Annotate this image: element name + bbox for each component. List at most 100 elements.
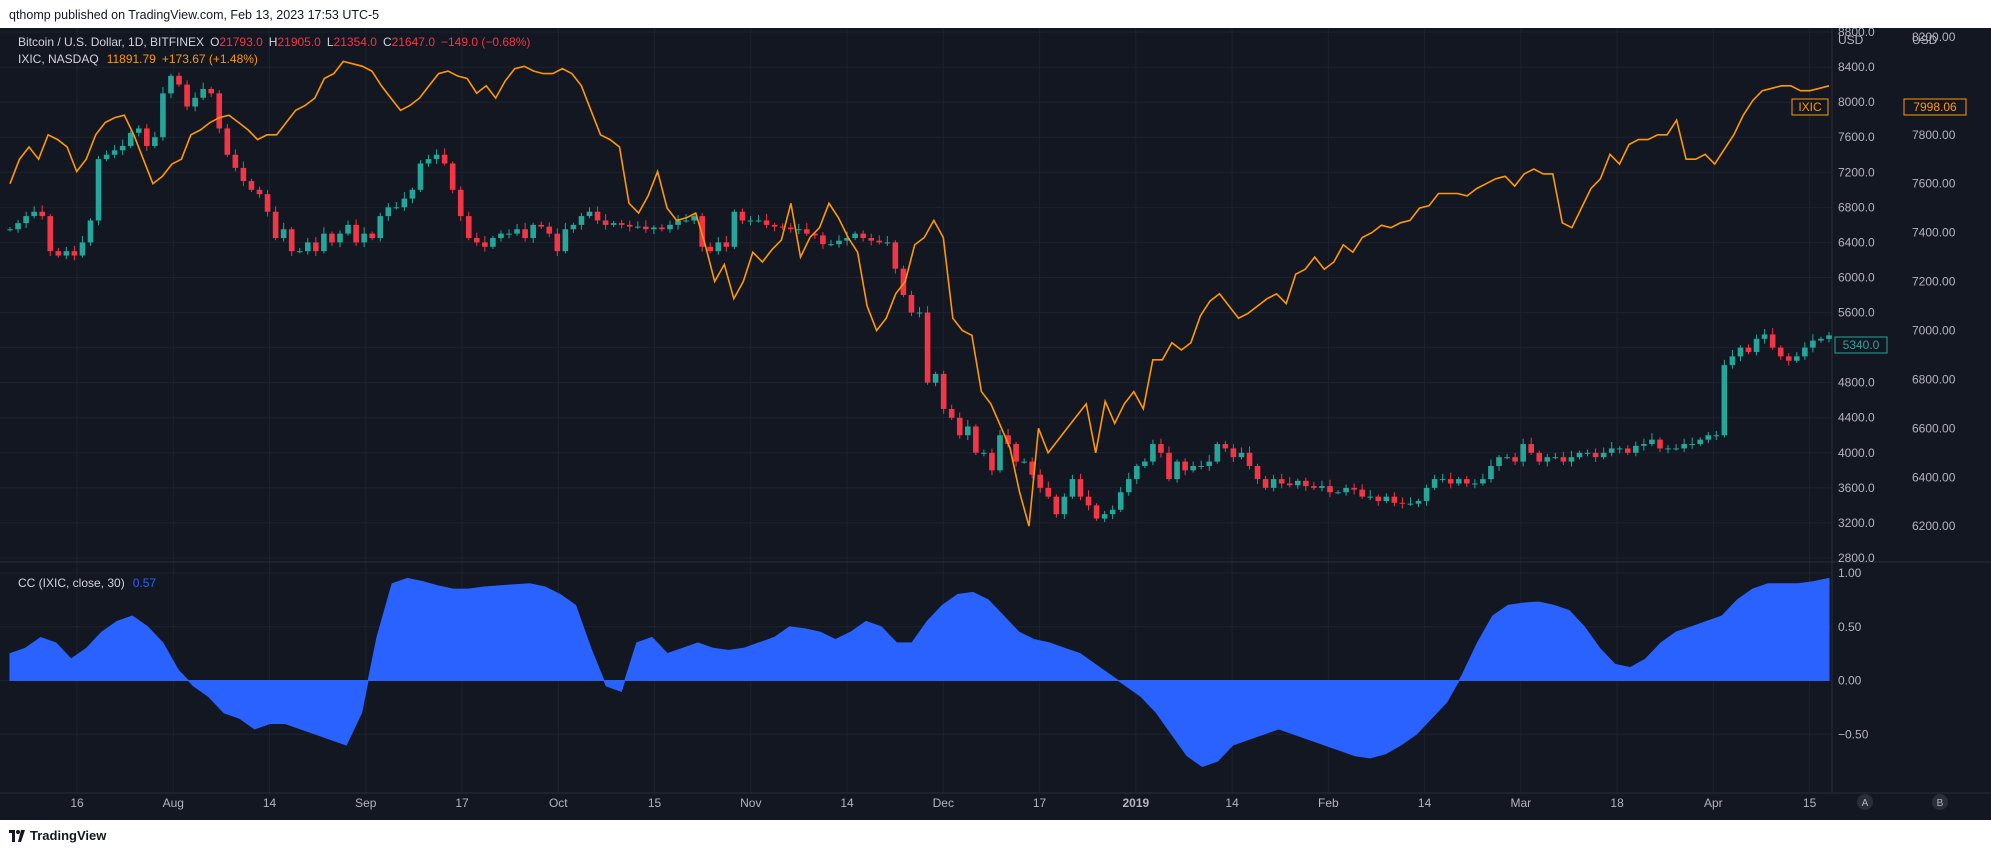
cc-tick-label: 0.00: [1838, 674, 1862, 688]
candle-body: [449, 163, 456, 190]
candle-body: [457, 189, 464, 217]
ixic-name-badge: IXIC: [1791, 98, 1829, 116]
candle-body: [377, 216, 384, 239]
cc-axis[interactable]: 1.00 0.50 0.00 −0.50: [1838, 566, 1869, 741]
candle-body: [643, 226, 649, 230]
candle-body: [820, 235, 826, 245]
candle-body: [1246, 452, 1253, 466]
candle-body: [1785, 356, 1792, 361]
cc-name: CC (IXIC, close, 30): [18, 576, 125, 590]
candle-body: [1826, 335, 1832, 339]
candle-body: [95, 159, 102, 221]
candle-body: [160, 93, 166, 138]
candle-body: [1818, 338, 1824, 341]
candle-body: [554, 233, 561, 252]
left-tick-label: 3200.0: [1838, 516, 1875, 530]
left-tick-label: 6400.0: [1838, 235, 1875, 249]
candle-body: [1303, 480, 1309, 487]
chart-area[interactable]: 8800.0 8400.0 8000.0 7600.0 7200.0 6800.0 6400…: [0, 28, 1991, 820]
time-tick-label: 14: [1418, 796, 1432, 810]
cc-legend[interactable]: CC (IXIC, close, 30) 0.57: [18, 576, 156, 590]
time-tick-label: Dec: [933, 796, 954, 810]
candle-body: [522, 229, 528, 239]
candle-body: [755, 220, 762, 222]
candle-body: [997, 435, 1003, 471]
candle-body: [1085, 496, 1092, 506]
candle-body: [538, 224, 545, 227]
left-currency-label: USD: [1838, 33, 1864, 47]
candle-body: [506, 233, 512, 235]
candle-body: [1351, 487, 1357, 490]
right-price-axis[interactable]: 8200.00 7800.00 7600.00 7400.00 7200.00 7000.…: [1912, 30, 1956, 533]
candle-body: [932, 373, 939, 383]
tradingview-brand: TradingView: [30, 828, 107, 843]
candle-body: [321, 233, 327, 252]
candle-body: [1496, 457, 1502, 466]
candle-body: [771, 224, 778, 227]
footer-bar: TradingView: [0, 820, 1991, 852]
candle-body: [482, 242, 488, 247]
candle-body: [779, 226, 786, 228]
candle-body: [1343, 487, 1349, 493]
btc-badge-value: 5340.0: [1843, 338, 1880, 352]
time-tick-label: Aug: [163, 796, 184, 810]
ixic-symbol: IXIC, NASDAQ: [18, 52, 99, 66]
time-axis[interactable]: 16 Aug 14 Sep 17 Oct 15 Nov 14 Dec 17 2019 14 Feb 14 Ma…: [70, 796, 1816, 810]
candle-body: [1802, 347, 1808, 357]
candle-body: [876, 240, 883, 243]
candle-body: [1109, 509, 1116, 515]
candle-body: [232, 154, 239, 168]
candle-body: [1053, 496, 1060, 515]
candle-body: [900, 268, 907, 295]
candle-body: [1665, 448, 1671, 450]
candle-body: [200, 88, 206, 98]
scale-button-b[interactable]: B: [1932, 794, 1948, 810]
candle-body: [1319, 486, 1325, 488]
candle-body: [1399, 502, 1406, 504]
right-tick-label: 6800.00: [1912, 372, 1956, 386]
candle-body: [71, 251, 78, 256]
scale-button-a[interactable]: A: [1857, 794, 1873, 810]
candle-body: [514, 229, 520, 234]
candle-body: [1415, 501, 1422, 504]
candle-body: [409, 189, 416, 199]
candle-body: [1447, 479, 1454, 484]
candle-body: [1584, 452, 1591, 454]
candle-body: [1005, 435, 1011, 445]
candle-body: [973, 426, 979, 453]
candle-body: [168, 75, 174, 94]
candle-body: [264, 194, 271, 212]
candle-body: [1713, 435, 1720, 437]
candle-body: [981, 452, 987, 454]
candle-body: [296, 251, 303, 253]
candle-body: [562, 229, 569, 252]
candle-body: [1689, 444, 1695, 446]
candle-body: [345, 224, 351, 234]
candle-body: [1311, 486, 1317, 488]
candle-body: [1729, 356, 1736, 366]
candle-body: [651, 227, 657, 230]
candle-body: [1488, 465, 1494, 480]
candle-body: [964, 426, 971, 436]
candle-body: [1633, 445, 1639, 453]
candle-body: [337, 233, 343, 243]
candle-body: [1327, 486, 1333, 493]
candle-body: [135, 128, 142, 133]
candle-body: [1037, 474, 1044, 488]
candle-body: [924, 312, 931, 383]
candle-body: [1206, 461, 1213, 466]
candle-body: [1681, 444, 1687, 449]
time-tick-label: 16: [70, 796, 84, 810]
time-tick-label: Feb: [1318, 796, 1339, 810]
candle-body: [1117, 492, 1124, 510]
candle-body: [594, 211, 601, 221]
ixic-legend[interactable]: IXIC, NASDAQ 11891.79 +173.67 (+1.48%): [18, 52, 258, 66]
candle-body: [723, 242, 730, 247]
main-legend[interactable]: Bitcoin / U.S. Dollar, 1D, BITFINEX O2179…: [18, 35, 530, 49]
right-tick-label: 7400.00: [1912, 226, 1956, 240]
candle-body: [1745, 347, 1752, 352]
cc-area-path: [9, 577, 1830, 768]
candle-body: [184, 84, 190, 107]
left-tick-label: 4000.0: [1838, 446, 1875, 460]
candle-body: [31, 211, 37, 217]
